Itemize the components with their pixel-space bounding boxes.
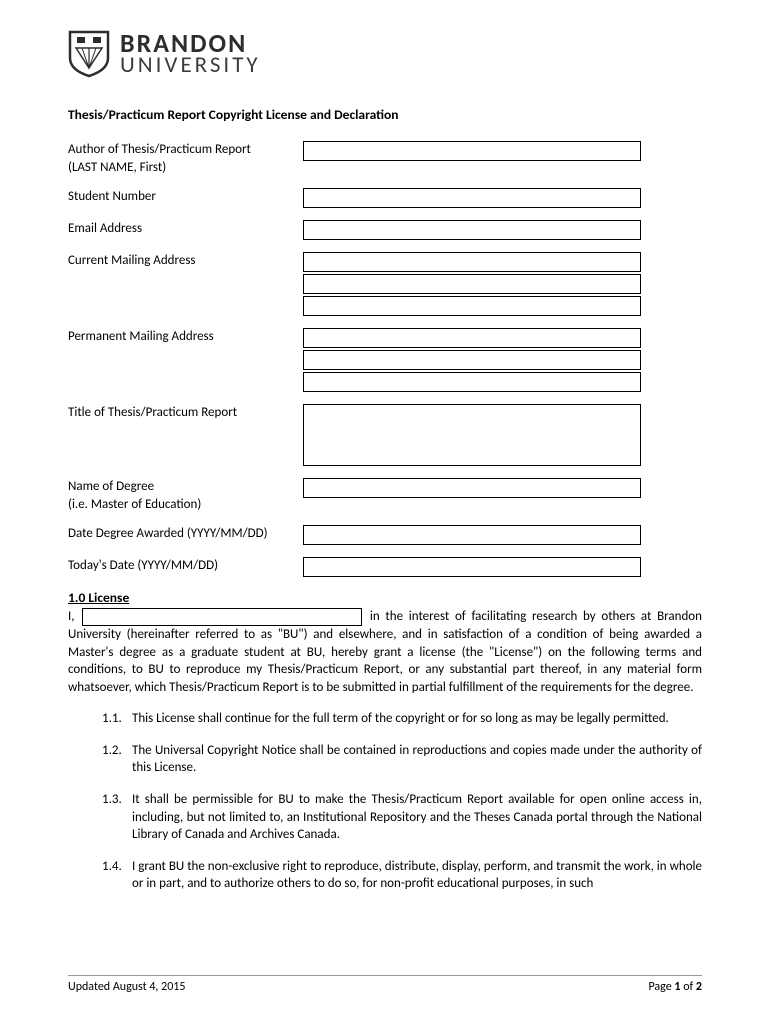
license-heading: 1.0 License (68, 589, 702, 606)
license-name-input[interactable] (82, 608, 362, 626)
footer-updated: Updated August 4, 2015 (68, 980, 185, 994)
email-label: Email Address (68, 220, 303, 238)
logo: BRANDON UNIVERSITY (68, 30, 702, 78)
author-label: Author of Thesis/Practicum Report (LAST … (68, 141, 303, 176)
thesis-title-label: Title of Thesis/Practicum Report (68, 404, 303, 422)
license-item-1: 1.1. This License shall continue for the… (68, 710, 702, 728)
permanent-address-label: Permanent Mailing Address (68, 328, 303, 346)
shield-icon (68, 30, 110, 78)
current-address-input-1[interactable] (303, 252, 641, 272)
permanent-address-input-2[interactable] (303, 350, 641, 370)
student-number-label: Student Number (68, 188, 303, 206)
license-item-3: 1.3. It shall be permissible for BU to m… (68, 791, 702, 844)
degree-input[interactable] (303, 478, 641, 498)
permanent-address-input-1[interactable] (303, 328, 641, 348)
email-input[interactable] (303, 220, 641, 240)
license-item-4: 1.4. I grant BU the non-exclusive right … (68, 858, 702, 893)
license-item-2: 1.2. The Universal Copyright Notice shal… (68, 742, 702, 777)
today-date-input[interactable] (303, 557, 641, 577)
current-address-label: Current Mailing Address (68, 252, 303, 270)
document-title: Thesis/Practicum Report Copyright Licens… (68, 106, 702, 123)
degree-label: Name of Degree (i.e. Master of Education… (68, 478, 303, 513)
student-number-input[interactable] (303, 188, 641, 208)
author-input[interactable] (303, 141, 641, 161)
footer-page: Page 1 of 2 (648, 980, 702, 994)
footer: Updated August 4, 2015 Page 1 of 2 (68, 975, 702, 994)
current-address-input-2[interactable] (303, 274, 641, 294)
thesis-title-input[interactable] (303, 404, 641, 466)
license-paragraph: I, in the interest of facilitating resea… (68, 608, 702, 696)
current-address-input-3[interactable] (303, 296, 641, 316)
date-awarded-input[interactable] (303, 525, 641, 545)
date-awarded-label: Date Degree Awarded (YYYY/MM/DD) (68, 525, 303, 543)
permanent-address-input-3[interactable] (303, 372, 641, 392)
today-date-label: Today's Date (YYYY/MM/DD) (68, 557, 303, 575)
logo-text-line2: UNIVERSITY (120, 55, 261, 77)
